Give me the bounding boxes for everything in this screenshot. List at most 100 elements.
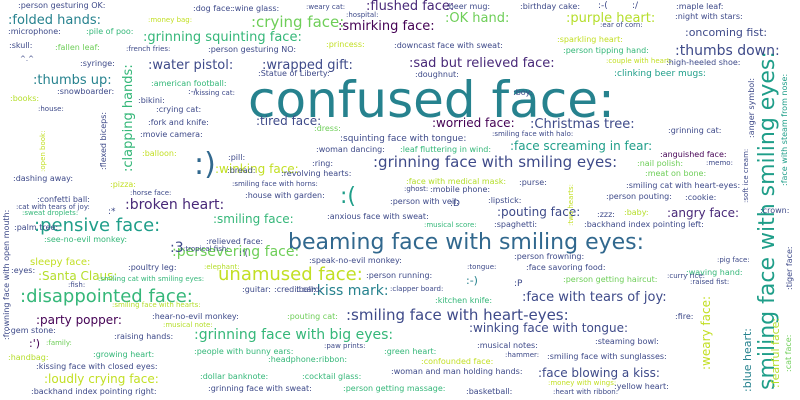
word-flexed-biceps: :flexed biceps: xyxy=(99,111,108,170)
word-big-eyes: :grinning face with big eyes: xyxy=(194,327,394,343)
word-hospital: :hospital: xyxy=(346,11,379,19)
word-santa-claus: :Santa Claus: xyxy=(38,269,118,283)
word-fearful-face: :fearful face: xyxy=(769,317,782,388)
word-winking-face: :winking face: xyxy=(215,162,299,176)
word-birthday-cake: :birthday cake: xyxy=(520,2,581,11)
word-ghost: :ghost: xyxy=(404,185,429,193)
word-raised-fist: :raised fist: xyxy=(690,278,730,286)
word-grin: :D xyxy=(450,199,460,209)
word-grinning-squinting: :grinning squinting face: xyxy=(143,30,302,45)
word-flushed: :flushed face: xyxy=(366,0,455,14)
word-night-stars: :night with stars: xyxy=(675,12,743,21)
word-broken-heart: :broken heart: xyxy=(125,197,225,213)
word-crying-face: :crying face: xyxy=(251,13,345,31)
word-disappointed-face: :disappointed face: xyxy=(20,286,193,307)
word-sweat-droplets: :sweat droplets: xyxy=(22,209,79,217)
word-gesturing-ok: :person gesturing OK: xyxy=(18,1,106,10)
word-movie-camera: :movie camera: xyxy=(140,130,203,139)
word-kiss-mark: :kiss mark: xyxy=(312,283,389,299)
word-skull: :skull: xyxy=(9,41,33,50)
word-gesturing-no: :person gesturing NO: xyxy=(208,45,297,54)
word-snowboarder: :snowboarder: xyxy=(57,87,115,96)
word-kiss-emoticon: :* xyxy=(108,207,116,217)
word-couple-heart: :couple with heart: xyxy=(606,57,672,65)
word-american-football: :american football: xyxy=(151,79,227,88)
word-growing-heart: :growing heart: xyxy=(93,350,155,359)
word-books: :books: xyxy=(10,94,40,103)
word-family: :family: xyxy=(46,339,72,347)
word-medical-mask: :face with medical mask: xyxy=(406,177,507,186)
word-headphone: :headphone: xyxy=(268,355,319,364)
word-clinking-beer: :clinking beer mugs: xyxy=(614,69,706,79)
word-smiling-hearts: :smiling face with hearts: xyxy=(112,301,201,309)
word-holding-hands: :woman and man holding hands: xyxy=(391,367,523,376)
word-anguished: :anguished face: xyxy=(660,150,727,159)
word-boy: :boy: xyxy=(513,88,533,97)
word-person-frowning: :person frowning: xyxy=(514,252,585,261)
word-nail-polish: :nail polish: xyxy=(637,159,684,168)
word-folded-hands: :folded hands: xyxy=(8,13,102,28)
word-smile-dash: :-) xyxy=(466,274,478,287)
word-french-fries: :french fries: xyxy=(126,45,171,53)
word-pouting-cat: :pouting cat: xyxy=(287,312,338,321)
word-sparkling-heart: :sparkling heart: xyxy=(557,35,623,44)
word-musical-score: :musical score: xyxy=(424,221,477,229)
word-smiling-halo: :smiling face with halo: xyxy=(492,130,574,138)
word-high-heeled: :high-heeled shoe: xyxy=(666,58,741,67)
word-wrapped-gift: :wrapped gift: xyxy=(262,58,353,73)
word-confused-face: confused face: xyxy=(248,71,615,129)
word-party-popper: :party popper: xyxy=(36,313,122,327)
word-bunny-ears: :people with bunny ears: xyxy=(194,347,294,356)
word-worried-face: :worried face: xyxy=(432,116,515,130)
word-hammer: :hammer: xyxy=(505,351,540,359)
word-paw-prints: :paw prints: xyxy=(324,342,366,350)
word-cocktail-glass: :cocktail glass: xyxy=(302,372,362,381)
word-face-screaming: :face screaming in fear: xyxy=(510,139,653,153)
word-tearful-smile: :') xyxy=(29,337,41,350)
word-thumbs-up: :thumbs up: xyxy=(33,73,112,88)
word-blue-heart: :blue heart: xyxy=(741,327,754,392)
word-fire: :fire: xyxy=(675,312,694,321)
word-oncoming-fist: :oncoming fist: xyxy=(685,26,768,39)
word-backhand-right: :backhand index pointing right: xyxy=(31,387,157,396)
word-cry-emoticon: :'( xyxy=(239,249,249,259)
word-two-hearts: :two hearts: xyxy=(567,184,575,226)
word-tiger-face: :tiger face: xyxy=(785,246,794,290)
word-frown: :( xyxy=(340,184,356,209)
word-confounded-face: :confounded face: xyxy=(421,357,494,366)
word-person-running: :person running: xyxy=(366,271,433,280)
word-raising-hands: :raising hands: xyxy=(114,332,174,341)
word-kissing-closed-eyes: :kissing face with closed eyes: xyxy=(36,362,158,371)
word-beer-mug: :beer mug: xyxy=(446,2,491,11)
word-cat-tears: :cat with tears of joy: xyxy=(16,203,90,211)
word-see-no-evil: :see-no-evil monkey: xyxy=(44,235,128,244)
word-grinning-cat: :grinning cat: xyxy=(668,126,722,135)
word-loudly-crying: :loudly crying face: xyxy=(44,372,159,386)
word-fork-knife: :fork and knife: xyxy=(148,118,209,127)
word-anxious-sweat: :anxious face with sweat: xyxy=(327,212,429,221)
word-lipstick: :lipstick: xyxy=(488,196,522,205)
word-house: :house: xyxy=(38,105,64,113)
word-bikini: :bikini: xyxy=(138,96,165,105)
word-maple-leaf: :maple leaf: xyxy=(676,2,724,11)
word-skeptical: :-/ xyxy=(188,87,197,96)
word-smiling-face: :smiling face: xyxy=(213,212,294,226)
word-baby: :baby: xyxy=(624,208,649,217)
word-tropical-fish: :tropical fish: xyxy=(183,245,229,253)
word-christmas-tree: :Christmas tree: xyxy=(530,117,635,132)
word-musical-notes: :musical notes: xyxy=(477,341,538,350)
word-sunglasses: :smiling face with sunglasses: xyxy=(547,352,667,361)
word-waving-hand: :waving hand: xyxy=(686,268,743,277)
word-statue-liberty: :Statue of Liberty: xyxy=(258,69,330,78)
word-house-garden: :house with garden: xyxy=(245,191,325,200)
word-revolving-hearts: :revolving hearts: xyxy=(281,169,352,178)
word-frowning-open-mouth: :frowning face with open mouth: xyxy=(2,209,11,340)
word-frown-dash: :-( xyxy=(598,1,608,11)
word-gem-stone: :gem stone: xyxy=(8,326,56,335)
word-mobile-phone: :mobile phone: xyxy=(430,185,491,194)
word-poultry-leg: :poultry leg: xyxy=(128,263,177,272)
word-pile-of-poo: :pile of poo: xyxy=(86,27,134,36)
word-bell: :bell: xyxy=(296,285,316,294)
word-pig-face: :pig face: xyxy=(717,256,750,264)
word-palm-tree: :palm tree: xyxy=(14,223,59,232)
